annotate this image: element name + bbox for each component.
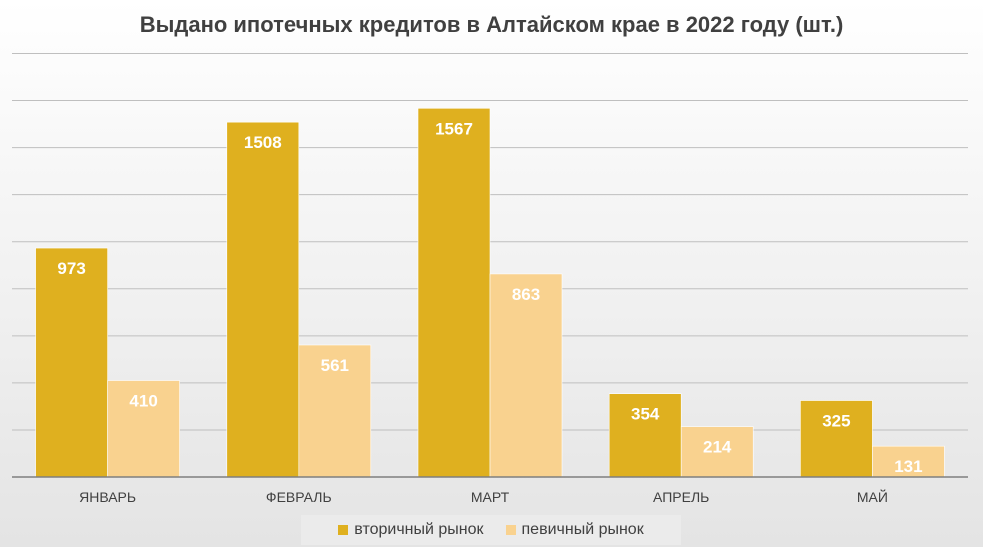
bar-secondary-5	[800, 400, 873, 478]
data-label: 214	[703, 438, 732, 457]
legend-item-series-2: певичный рынок	[505, 521, 644, 539]
bar-primary-4	[680, 426, 754, 478]
data-label: 863	[512, 285, 540, 304]
data-label: 561	[321, 356, 349, 375]
legend-label-series-2: певичный рынок	[521, 521, 644, 538]
data-label: 410	[129, 392, 157, 411]
legend-swatch-series-1	[338, 525, 349, 535]
data-label: 131	[894, 457, 922, 476]
legend-label-series-1: вторичный рынок	[354, 521, 484, 538]
x-tick-label: АПРЕЛЬ	[653, 489, 709, 505]
bar-secondary-2	[226, 121, 300, 478]
data-label: 1508	[244, 133, 282, 152]
legend-swatch-series-2	[505, 525, 516, 535]
bar-secondary-4	[608, 393, 682, 478]
bar-primary-2	[298, 344, 372, 478]
bar-secondary-1	[35, 247, 108, 478]
chart-title: Выдано ипотечных кредитов в Алтайском кр…	[139, 12, 844, 37]
bar-secondary-3	[417, 107, 491, 478]
data-label: 325	[822, 412, 850, 431]
legend: вторичный рынок певичный рынок	[301, 515, 681, 545]
bars	[35, 107, 945, 478]
bar-primary-3	[489, 273, 563, 478]
data-labels: 973 410 1508 561 1567 863 354 214 325 131	[57, 119, 922, 476]
data-label: 1567	[435, 119, 473, 138]
x-tick-label: МАЙ	[857, 488, 888, 505]
x-tick-label: МАРТ	[471, 489, 510, 505]
data-label: 973	[57, 259, 85, 278]
x-tick-label: ЯНВАРЬ	[79, 489, 136, 505]
x-axis-ticks: ЯНВАРЬ ФЕВРАЛЬ МАРТ АПРЕЛЬ МАЙ	[79, 488, 888, 505]
x-tick-label: ФЕВРАЛЬ	[266, 489, 332, 505]
data-label: 354	[631, 405, 660, 424]
legend-item-series-1: вторичный рынок	[338, 521, 484, 539]
bar-primary-1	[107, 380, 180, 478]
